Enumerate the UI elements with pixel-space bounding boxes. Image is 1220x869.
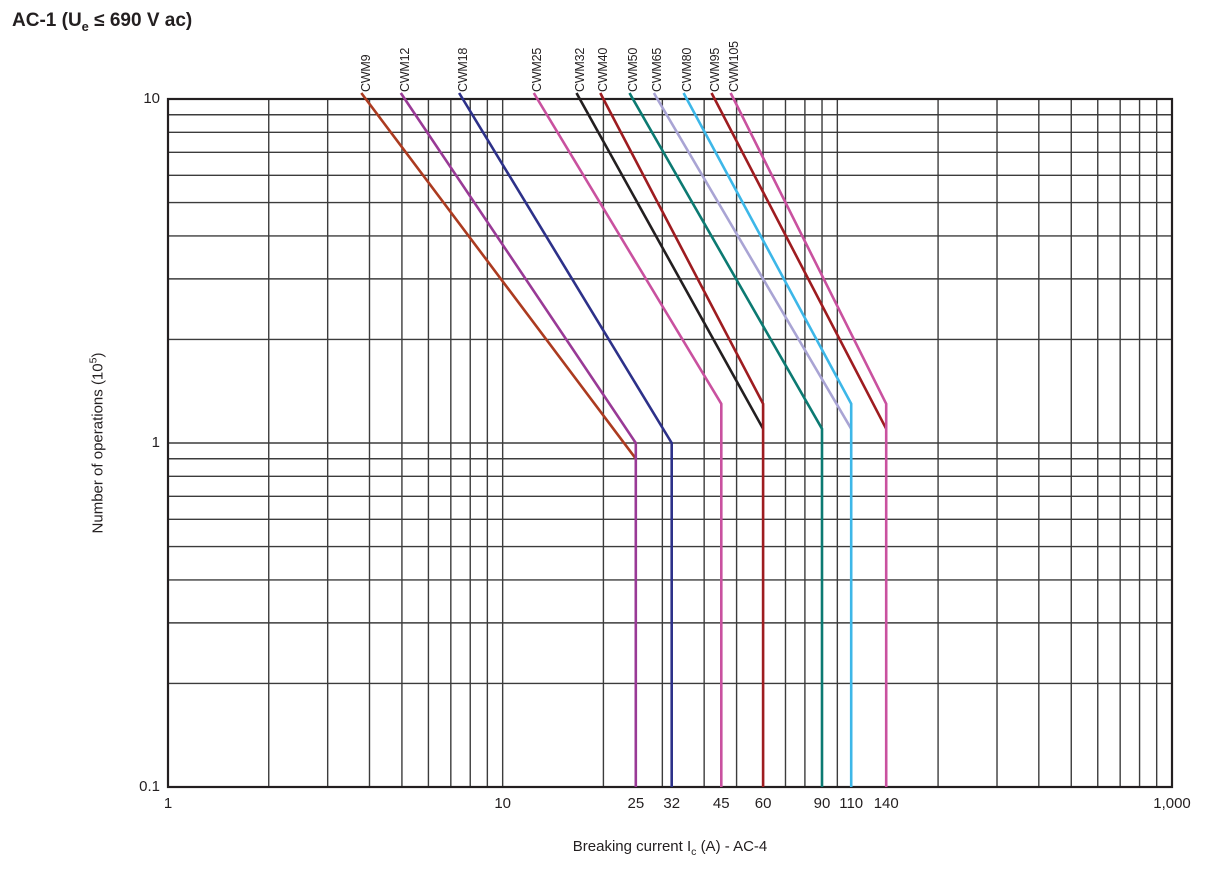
curve-label-CWM65: CWM65 [650,47,665,92]
curve-label-CWM25: CWM25 [530,47,545,92]
x-tick-32: 32 [663,795,681,812]
curve-CWM105 [729,92,888,787]
curve-CWM12 [399,92,638,787]
y-tick-0.1: 0.1 [139,778,160,795]
plot-border [166,97,1174,789]
x-tick-25: 25 [627,795,645,812]
curve-label-CWM9: CWM9 [358,54,373,92]
curve-label-CWM18: CWM18 [455,47,470,92]
curve-label-CWM80: CWM80 [679,47,694,92]
x-tick-45: 45 [712,795,730,812]
x-tick-140: 140 [873,795,899,812]
curve-CWM40 [599,92,765,787]
x-tick-60: 60 [754,795,772,812]
x-tick-10: 10 [494,795,511,812]
curve-label-CWM95: CWM95 [707,47,722,92]
curve-CWM80 [682,92,853,787]
x-tick-110: 110 [839,795,864,812]
curve-CWM25 [532,92,723,787]
x-tick-1000: 1,000 [1153,795,1191,812]
curve-CWM18 [457,92,674,787]
x-tick-90: 90 [813,795,831,812]
y-tick-1: 1 [151,434,160,451]
x-tick-1: 1 [163,795,173,812]
curve-label-CWM12: CWM12 [397,47,412,92]
chart-title: AC-1 (Ue ≤ 690 V ac) [12,10,193,34]
curve-CWM95 [710,92,888,430]
curve-label-CWM50: CWM50 [625,47,640,92]
x-axis-title: Breaking current Ic (A) - AC-4 [572,838,768,858]
curve-label-CWM32: CWM32 [572,47,587,92]
curve-CWM32 [575,92,765,430]
curve-CWM9 [360,92,637,460]
y-tick-10: 10 [143,90,160,107]
curve-CWM65 [652,92,853,430]
curve-CWM50 [628,92,824,787]
curve-label-CWM40: CWM40 [596,47,611,92]
curve-label-CWM105: CWM105 [726,41,741,92]
